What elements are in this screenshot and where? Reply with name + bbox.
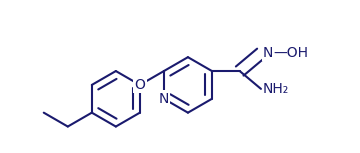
Text: N: N (263, 46, 273, 60)
Text: N: N (159, 92, 169, 106)
Text: —OH: —OH (274, 46, 309, 60)
Text: O: O (134, 78, 145, 92)
Text: NH₂: NH₂ (263, 82, 289, 96)
